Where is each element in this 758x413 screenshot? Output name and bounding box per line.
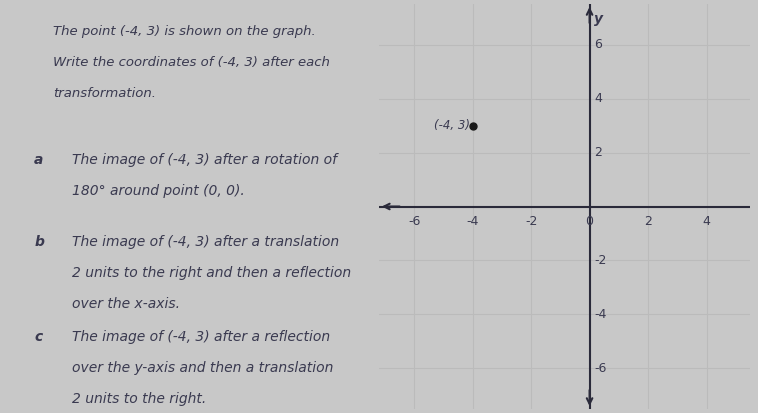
Text: 0: 0 — [586, 215, 594, 228]
Text: The point (-4, 3) is shown on the graph.: The point (-4, 3) is shown on the graph. — [53, 25, 316, 38]
Text: -6: -6 — [408, 215, 420, 228]
Text: -4: -4 — [594, 308, 606, 321]
Text: 4: 4 — [594, 92, 602, 105]
Text: transformation.: transformation. — [53, 87, 156, 100]
Text: -2: -2 — [525, 215, 537, 228]
Text: b: b — [34, 235, 44, 249]
Text: The image of (-4, 3) after a translation: The image of (-4, 3) after a translation — [72, 235, 339, 249]
Text: Write the coordinates of (-4, 3) after each: Write the coordinates of (-4, 3) after e… — [53, 56, 330, 69]
Text: The image of (-4, 3) after a reflection: The image of (-4, 3) after a reflection — [72, 330, 330, 344]
Text: -4: -4 — [466, 215, 479, 228]
Text: over the x-axis.: over the x-axis. — [72, 297, 180, 311]
Text: -2: -2 — [594, 254, 606, 267]
Text: 180° around point (0, 0).: 180° around point (0, 0). — [72, 184, 245, 198]
Text: 2: 2 — [594, 146, 602, 159]
Text: 2 units to the right.: 2 units to the right. — [72, 392, 206, 406]
Text: (-4, 3): (-4, 3) — [434, 119, 470, 132]
Text: a: a — [34, 153, 43, 167]
Text: y: y — [594, 12, 603, 26]
Text: over the y-axis and then a translation: over the y-axis and then a translation — [72, 361, 334, 375]
Text: The image of (-4, 3) after a rotation of: The image of (-4, 3) after a rotation of — [72, 153, 337, 167]
Text: c: c — [34, 330, 42, 344]
Text: 2: 2 — [644, 215, 652, 228]
Text: 6: 6 — [594, 38, 602, 51]
Text: 4: 4 — [703, 215, 710, 228]
Text: 2 units to the right and then a reflection: 2 units to the right and then a reflecti… — [72, 266, 351, 280]
Text: -6: -6 — [594, 362, 606, 375]
